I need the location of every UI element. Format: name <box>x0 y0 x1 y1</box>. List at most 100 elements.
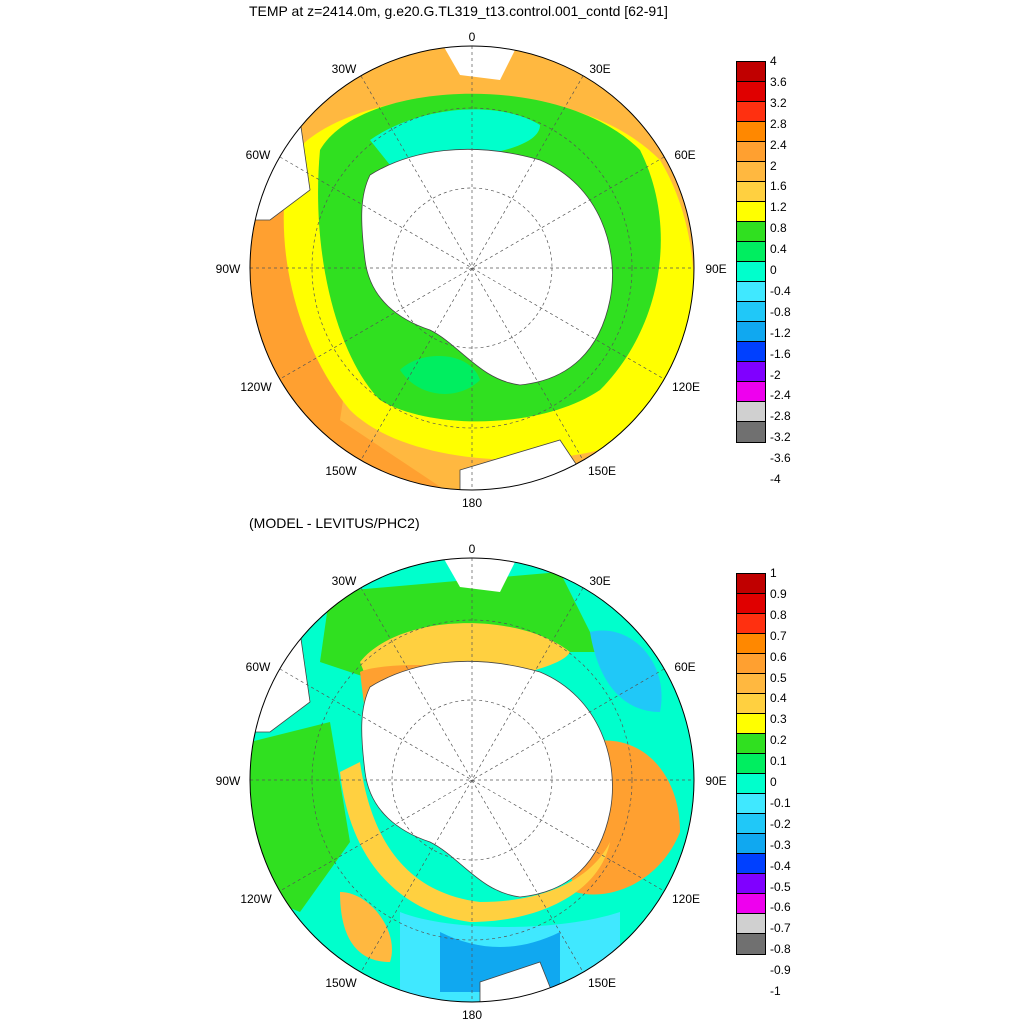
colorbar-top-tick-label: 0.4 <box>770 242 787 257</box>
lon-label-60w: 60W <box>246 660 271 674</box>
lon-label-60e: 60E <box>674 148 695 162</box>
colorbar-top-swatch <box>737 262 765 282</box>
lon-label-90w: 90W <box>216 262 241 276</box>
colorbar-bottom-swatch <box>737 814 765 834</box>
colorbar-bottom-swatch <box>737 674 765 694</box>
colorbar-top-swatch <box>737 362 765 382</box>
colorbar-bottom-swatch <box>737 874 765 894</box>
colorbar-top-tick-label: -1.2 <box>770 325 791 340</box>
colorbar-bottom-tick-label: -0.9 <box>770 963 791 978</box>
colorbar-bottom-tick-label: -0.6 <box>770 900 791 915</box>
lon-label-150w: 150W <box>325 464 357 478</box>
colorbar-bottom-swatch <box>737 934 765 954</box>
colorbar-bottom-swatch <box>737 614 765 634</box>
lon-label-0: 0 <box>469 542 476 556</box>
colorbar-bottom-swatch <box>737 594 765 614</box>
colorbar-bottom <box>736 573 766 955</box>
colorbar-top-swatch <box>737 62 765 82</box>
colorbar-top-swatch <box>737 182 765 202</box>
neutral-ross-region <box>400 356 480 394</box>
colorbar-bottom-swatch <box>737 714 765 734</box>
colorbar-top-swatch <box>737 242 765 262</box>
colorbar-top-tick-label: -3.6 <box>770 451 791 466</box>
colorbar-top <box>736 61 766 443</box>
colorbar-top-tick-label: 0 <box>770 263 777 277</box>
lon-label-90w: 90W <box>216 774 241 788</box>
colorbar-bottom-tick-label: 0.6 <box>770 649 787 664</box>
colorbar-bottom-swatch <box>737 774 765 794</box>
colorbar-top-swatch <box>737 122 765 142</box>
cold-anomaly-northeast <box>590 630 662 712</box>
africa-land <box>440 558 520 592</box>
colorbar-top-tick-label: 1.2 <box>770 200 787 215</box>
colorbar-top-tick-label: -0.8 <box>770 304 791 319</box>
colorbar-bottom-tick-label: 0.3 <box>770 712 787 727</box>
colorbar-top-swatch <box>737 162 765 182</box>
lon-label-90e: 90E <box>705 262 726 276</box>
lon-label-120e: 120E <box>672 892 700 906</box>
colorbar-bottom-tick-label: 1 <box>770 566 777 580</box>
colorbar-top-tick-label: 2.4 <box>770 137 787 152</box>
colorbar-top-tick-label: -2.4 <box>770 388 791 403</box>
lon-label-60w: 60W <box>246 148 271 162</box>
colorbar-bottom-tick-label: 0.9 <box>770 586 787 601</box>
colorbar-bottom-tick-label: 0.1 <box>770 754 787 769</box>
colorbar-bottom-tick-label: -0.3 <box>770 837 791 852</box>
lon-label-150e: 150E <box>588 976 616 990</box>
graticule <box>250 46 694 490</box>
colorbar-bottom-swatch <box>737 754 765 774</box>
colorbar-top-swatch <box>737 422 765 442</box>
green-anomaly-west <box>250 722 350 912</box>
colorbar-bottom-tick-label: -1 <box>770 984 781 998</box>
lon-label-120e: 120E <box>672 380 700 394</box>
colorbar-top-tick-label: -2.8 <box>770 409 791 424</box>
colorbar-top-swatch <box>737 402 765 422</box>
colorbar-top-tick-label: 2.8 <box>770 116 787 131</box>
colorbar-bottom-swatch <box>737 834 765 854</box>
colorbar-top-tick-label: 2 <box>770 158 777 173</box>
yellow-anomaly-coast <box>340 762 610 922</box>
colorbar-bottom-tick-label: -0.1 <box>770 795 791 810</box>
colorbar-bottom-tick-label: 0.8 <box>770 607 787 622</box>
colorbar-bottom-swatch <box>737 794 765 814</box>
colorbar-top-tick-label: -3.2 <box>770 430 791 445</box>
colorbar-top-tick-label: -1.6 <box>770 346 791 361</box>
colorbar-bottom-tick-label: 0.4 <box>770 691 787 706</box>
map-title-top: TEMP at z=2414.0m, g.e20.G.TL319_t13.con… <box>249 3 668 19</box>
colorbar-bottom-swatch <box>737 574 765 594</box>
colorbar-bottom-swatch <box>737 654 765 674</box>
graticule <box>250 558 694 1002</box>
lon-label-30e: 30E <box>589 574 610 588</box>
colorbar-top-tick-label: 3.6 <box>770 74 787 89</box>
temperature-map-top: 0 30E 60E 90E 120E 150E 180 150W 120W 90… <box>216 30 727 510</box>
lon-label-0: 0 <box>469 30 476 44</box>
difference-map-bottom: 0 30E 60E 90E 120E 150E 180 150W 120W 90… <box>216 542 727 1022</box>
colorbar-top-tick-label: -4 <box>770 472 781 486</box>
lon-label-150e: 150E <box>588 464 616 478</box>
colorbar-top-tick-label: 0.8 <box>770 221 787 236</box>
colorbar-bottom-swatch <box>737 694 765 714</box>
lon-label-60e: 60E <box>674 660 695 674</box>
colorbar-top-swatch <box>737 82 765 102</box>
colorbar-bottom-swatch <box>737 914 765 934</box>
warm-anomaly-southwest <box>340 892 392 962</box>
lon-label-180: 180 <box>462 496 482 510</box>
map-title-bottom: (MODEL - LEVITUS/PHC2) <box>249 515 420 531</box>
lon-label-150w: 150W <box>325 976 357 990</box>
colorbar-bottom-swatch <box>737 634 765 654</box>
lon-label-120w: 120W <box>240 380 272 394</box>
colorbar-bottom-tick-label: -0.8 <box>770 942 791 957</box>
lon-label-180: 180 <box>462 1008 482 1022</box>
colorbar-bottom-tick-label: 0 <box>770 775 777 789</box>
colorbar-bottom-swatch <box>737 734 765 754</box>
colorbar-bottom-tick-label: 0.5 <box>770 670 787 685</box>
colorbar-top-tick-label: 3.2 <box>770 95 787 110</box>
colorbar-top-swatch <box>737 142 765 162</box>
colorbar-top-swatch <box>737 202 765 222</box>
colorbar-bottom-tick-label: 0.2 <box>770 733 787 748</box>
colorbar-top-swatch <box>737 282 765 302</box>
colorbar-bottom-swatch <box>737 894 765 914</box>
colorbar-bottom-tick-label: -0.5 <box>770 879 791 894</box>
colorbar-top-swatch <box>737 342 765 362</box>
lon-label-30w: 30W <box>332 574 357 588</box>
